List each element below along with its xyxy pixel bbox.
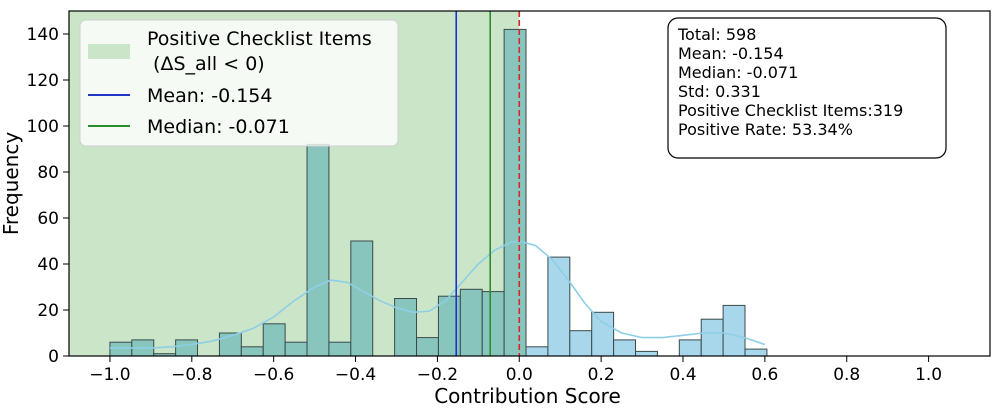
y-tick-label: 140 (27, 25, 59, 45)
x-tick-label: 0.4 (669, 365, 696, 385)
legend-label-positive-line2: (ΔS_all < 0) (147, 53, 265, 75)
y-axis-label: Frequency (0, 132, 23, 235)
histogram-bar (240, 346, 264, 357)
histogram-bar (569, 330, 593, 357)
x-tick-label: 0.2 (588, 365, 615, 385)
x-axis-label: Contribution Score (434, 384, 621, 408)
y-tick-label: 100 (27, 117, 59, 137)
legend-label-median: Median: -0.071 (147, 116, 290, 138)
y-tick-label: 40 (37, 255, 59, 275)
x-tick-label: −0.4 (335, 365, 376, 385)
kde-curve (109, 240, 766, 349)
stats-mean: Mean: -0.154 (678, 44, 784, 63)
histogram-bar (744, 348, 768, 357)
y-tick-label: 60 (37, 209, 59, 229)
stats-box: Total: 598 Mean: -0.154 Median: -0.071 S… (667, 17, 947, 159)
y-tick-label: 80 (37, 163, 59, 183)
histogram-bar (613, 339, 637, 357)
histogram-bar (416, 337, 439, 357)
histogram-bar (678, 339, 702, 357)
plot-frame (68, 10, 991, 357)
legend-patch-positive (88, 44, 130, 59)
histogram-bar (350, 240, 374, 357)
histogram-bar (175, 339, 199, 357)
histogram-bar (503, 28, 527, 357)
histogram-bar (284, 341, 308, 357)
x-tick-label: 0.0 (506, 365, 533, 385)
x-tick-label: −1.0 (89, 365, 130, 385)
histogram-bar (635, 350, 658, 357)
histogram-bars (109, 28, 768, 357)
histogram-bar (525, 346, 549, 357)
histogram-bar (328, 341, 352, 357)
histogram-bar (700, 318, 724, 357)
stats-positive-rate: Positive Rate: 53.34% (678, 120, 853, 139)
histogram-bar (481, 291, 505, 357)
x-tick-label: −0.2 (417, 365, 458, 385)
x-tick-label: 0.8 (833, 365, 860, 385)
histogram-bar (306, 143, 330, 357)
legend-box (79, 19, 399, 147)
histogram-bar (437, 295, 461, 357)
stats-total: Total: 598 (677, 25, 756, 44)
histogram-bar (547, 256, 571, 357)
x-tick-label: 0.6 (751, 365, 778, 385)
x-axis: −1.0 −0.8 −0.6 −0.4 −0.2 0.0 0.2 0.4 0.6 0.8 1.0 (89, 356, 942, 385)
stats-median: Median: -0.071 (678, 63, 798, 82)
legend-label-mean: Mean: -0.154 (147, 85, 272, 107)
y-tick-label: 120 (27, 71, 59, 91)
stats-box-frame (667, 17, 947, 159)
histogram-bar (591, 311, 615, 357)
y-tick-label: 20 (37, 301, 59, 321)
x-tick-label: 1.0 (915, 365, 942, 385)
legend-label-positive-line1: Positive Checklist Items (147, 28, 372, 50)
histogram-bar (722, 304, 746, 357)
histogram-bar (262, 323, 286, 357)
stats-positive-items: Positive Checklist Items:319 (678, 101, 903, 120)
y-tick-label: 0 (48, 347, 59, 367)
histogram-bar (459, 288, 483, 357)
x-tick-label: −0.6 (253, 365, 294, 385)
legend: Positive Checklist Items (ΔS_all < 0) Me… (79, 19, 399, 147)
x-tick-label: −0.8 (171, 365, 212, 385)
y-axis: 0 20 40 60 80 100 120 140 (27, 25, 69, 367)
histogram-bar (394, 298, 418, 357)
stats-std: Std: 0.331 (678, 82, 761, 101)
histogram-bar (109, 341, 133, 357)
